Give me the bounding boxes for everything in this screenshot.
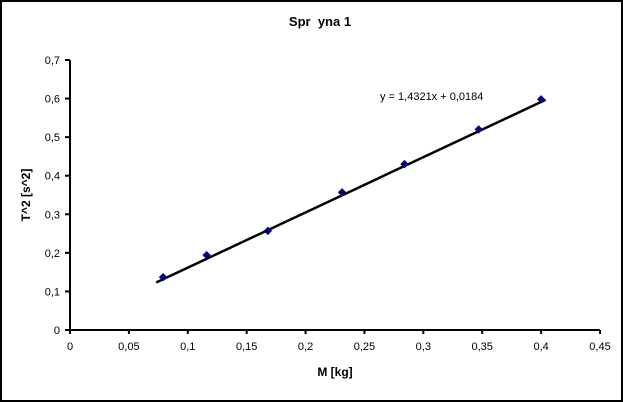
chart-title: Spr yna 1 xyxy=(288,14,352,29)
x-tick-label: 0,4 xyxy=(533,341,548,353)
x-tick-label: 0,05 xyxy=(118,341,139,353)
data-point-marker xyxy=(474,125,483,134)
data-point-marker xyxy=(536,95,546,104)
trendline xyxy=(155,99,546,284)
y-tick-label: 0,6 xyxy=(45,94,60,106)
y-tick-label: 0,1 xyxy=(45,286,60,298)
x-axis-title: M [kg] xyxy=(317,365,353,379)
y-tick-label: 0,7 xyxy=(45,55,60,67)
y-axis-title: T^2 [s^2] xyxy=(19,168,33,222)
x-tick-label: 0 xyxy=(67,341,73,353)
y-tick-label: 0,2 xyxy=(45,248,60,260)
x-tick-label: 0,2 xyxy=(298,341,313,353)
x-tick-label: 0,15 xyxy=(236,341,257,353)
y-tick-label: 0,3 xyxy=(45,209,60,221)
data-point-marker xyxy=(400,159,409,169)
x-tick-label: 0,1 xyxy=(180,341,195,353)
data-point-marker xyxy=(158,272,168,282)
y-tick-label: 0,5 xyxy=(45,132,60,144)
y-tick-label: 0 xyxy=(54,325,60,337)
x-tick-label: 0,45 xyxy=(589,341,610,353)
x-tick-label: 0,3 xyxy=(416,341,431,353)
x-tick-label: 0,35 xyxy=(472,341,493,353)
data-point-marker xyxy=(263,226,273,236)
y-tick-label: 0,4 xyxy=(45,171,60,183)
data-point-marker xyxy=(202,250,211,260)
data-point-marker xyxy=(337,188,347,197)
trendline-equation-label: y = 1,4321x + 0,0184 xyxy=(380,91,484,103)
x-tick-label: 0,25 xyxy=(354,341,375,353)
